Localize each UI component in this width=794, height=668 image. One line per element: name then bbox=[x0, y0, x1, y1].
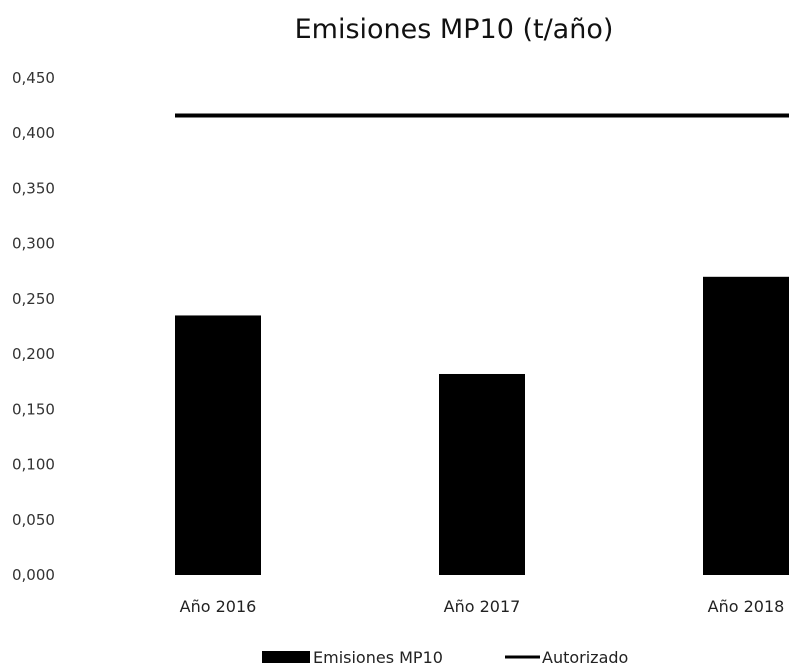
y-tick-label: 0,300 bbox=[12, 235, 55, 253]
x-axis: Año 2016 Año 2017 Año 2018 bbox=[180, 597, 785, 616]
y-tick-label: 0,150 bbox=[12, 400, 55, 418]
y-tick-label: 0,350 bbox=[12, 179, 55, 197]
y-tick-label: 0,100 bbox=[12, 456, 55, 474]
x-category-label: Año 2017 bbox=[444, 597, 521, 616]
y-tick-label: 0,400 bbox=[12, 124, 55, 142]
y-tick-label: 0,250 bbox=[12, 290, 55, 308]
legend: Emisiones MP10 Autorizado bbox=[262, 648, 628, 667]
legend-label-autorizado: Autorizado bbox=[542, 648, 628, 667]
y-axis: 0,000 0,050 0,100 0,150 0,200 0,250 0,300 0,350… bbox=[12, 69, 55, 584]
legend-label-emisiones: Emisiones MP10 bbox=[313, 648, 443, 667]
bar-emisiones-mp10 bbox=[175, 315, 261, 575]
x-category-label: Año 2018 bbox=[708, 597, 785, 616]
y-tick-label: 0,050 bbox=[12, 511, 55, 529]
legend-swatch-emisiones bbox=[262, 651, 310, 663]
bars bbox=[175, 276, 789, 575]
y-tick-label: 0,000 bbox=[12, 566, 55, 584]
y-tick-label: 0,450 bbox=[12, 69, 55, 87]
bar-emisiones-mp10 bbox=[703, 276, 789, 575]
chart-title: Emisiones MP10 (t/año) bbox=[295, 14, 614, 45]
x-category-label: Año 2016 bbox=[180, 597, 257, 616]
bar-emisiones-mp10 bbox=[439, 373, 525, 575]
y-tick-label: 0,200 bbox=[12, 345, 55, 363]
